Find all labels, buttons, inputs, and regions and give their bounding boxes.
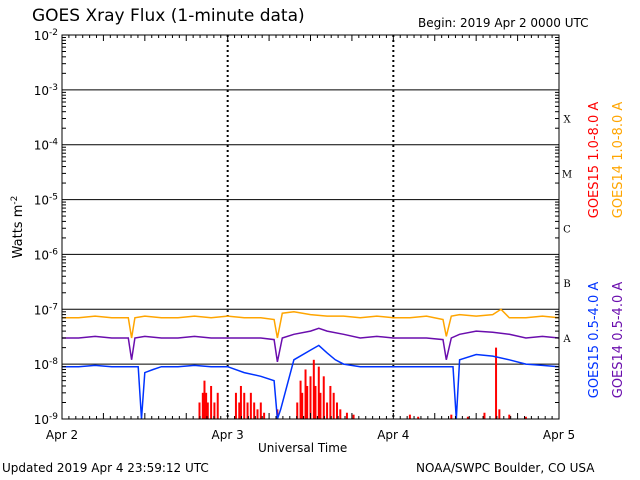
y-tick-label: 10-5 xyxy=(34,193,58,208)
plot-frame xyxy=(61,34,560,420)
y-tick-label: 10-3 xyxy=(34,83,58,98)
y-tick-label: 10-6 xyxy=(34,247,59,262)
y-tick-label: 10-7 xyxy=(34,302,58,317)
flux-series-line xyxy=(62,308,560,339)
y-tick-label: 10-4 xyxy=(34,138,59,153)
chart-title: GOES Xray Flux (1-minute data) xyxy=(32,6,305,26)
x-tick-label: Apr 5 xyxy=(543,428,575,442)
flare-class-label: X xyxy=(563,115,571,126)
credit-text: NOAA/SWPC Boulder, CO USA xyxy=(416,461,595,475)
data-layer xyxy=(62,308,560,420)
legend-entry: GOES14 0.5-4.0 A xyxy=(611,282,626,399)
legend-entry: GOES15 0.5-4.0 A xyxy=(587,282,602,399)
x-tick-label: Apr 2 xyxy=(46,428,78,442)
flux-series-line xyxy=(62,327,560,363)
grid xyxy=(62,34,559,420)
updated-timestamp: Updated 2019 Apr 4 23:59:12 UTC xyxy=(2,461,209,475)
y-tick-label: 10-8 xyxy=(34,357,59,372)
flare-class-label: A xyxy=(562,334,571,345)
y-tick-label: 10-2 xyxy=(34,28,58,43)
legend: GOES15 1.0-8.0 A GOES14 1.0-8.0 A GOES14 0… xyxy=(587,102,626,399)
flare-class-label: M xyxy=(562,169,572,180)
x-axis-label: Universal Time xyxy=(258,441,348,455)
axis-ticks xyxy=(61,35,560,419)
flare-class-label: B xyxy=(563,279,570,290)
flare-class-label: C xyxy=(563,224,571,235)
legend-entry: GOES15 1.0-8.0 A xyxy=(587,102,602,219)
y-axis-label: Watts m-2 xyxy=(10,196,26,259)
y-tick-label: 10-9 xyxy=(34,412,59,427)
x-tick-label: Apr 4 xyxy=(377,428,409,442)
begin-time: Begin: 2019 Apr 2 0000 UTC xyxy=(418,16,589,30)
legend-entry: GOES14 1.0-8.0 A xyxy=(611,102,626,219)
flux-series-line xyxy=(62,344,560,420)
x-tick-label: Apr 3 xyxy=(212,428,244,442)
